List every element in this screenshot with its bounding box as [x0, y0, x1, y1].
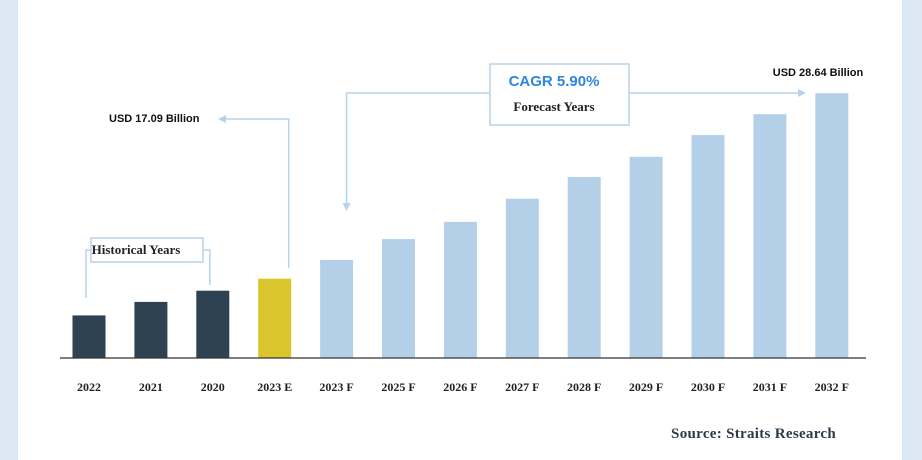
historical-years-label: Historical Years: [92, 242, 181, 257]
bar-2028-f: [567, 177, 601, 358]
x-tick-labels: 2022 2021 2020 2023 E 2023 F 2025 F 2026 F 2027…: [77, 380, 849, 394]
bar-2026-f: [443, 221, 477, 358]
end-value-label: USD 28.64 Billion: [773, 67, 864, 79]
source-credit: Source: Straits Research: [671, 426, 836, 442]
bars: [72, 93, 849, 358]
forecast-start-connector-arrowhead: [342, 203, 351, 211]
tick-label-2028-f: 2028 F: [567, 380, 601, 394]
start-value-connector: [226, 118, 290, 268]
tick-label-2030-f: 2030 F: [691, 380, 725, 394]
bar-2032-f: [815, 93, 849, 358]
tick-label-2026-f: 2026 F: [443, 380, 477, 394]
tick-label-2025-f: 2025 F: [381, 380, 415, 394]
tick-label-2021: 2021: [139, 380, 163, 394]
tick-label-2032-f: 2032 F: [815, 380, 849, 394]
bar-2020: [196, 290, 230, 358]
start-value-label: USD 17.09 Billion: [109, 113, 200, 125]
tick-label-2023-e: 2023 E: [257, 380, 292, 394]
tick-label-2023-f: 2023 F: [319, 380, 353, 394]
bar-2025-f: [382, 239, 415, 358]
tick-label-2029-f: 2029 F: [629, 380, 663, 394]
bar-2030-f: [691, 135, 725, 358]
bar-2023-e: [258, 278, 292, 358]
forecast-end-connector-arrowhead: [798, 89, 806, 97]
forecast-start-connector: [345, 92, 490, 204]
bar-2031-f: [753, 114, 787, 358]
bar-2021: [134, 301, 168, 358]
historical-bracket-left: [85, 249, 91, 298]
tick-label-2022: 2022: [77, 380, 101, 394]
historical-years-box: [90, 237, 204, 263]
bar-2029-f: [629, 156, 663, 358]
cagr-label: CAGR 5.90%: [509, 73, 600, 90]
start-value-connector-arrowhead: [218, 115, 226, 123]
bar-2023-f: [320, 260, 354, 358]
historical-bracket-right: [203, 249, 211, 285]
cagr-box: [489, 63, 630, 126]
bar-2027-f: [505, 198, 539, 358]
connector-lines: [85, 89, 806, 298]
tick-label-2027-f: 2027 F: [505, 380, 539, 394]
tick-label-2031-f: 2031 F: [753, 380, 787, 394]
forecast-years-label: Forecast Years: [513, 99, 594, 114]
bar-2022: [72, 315, 106, 358]
tick-label-2020: 2020: [201, 380, 225, 394]
